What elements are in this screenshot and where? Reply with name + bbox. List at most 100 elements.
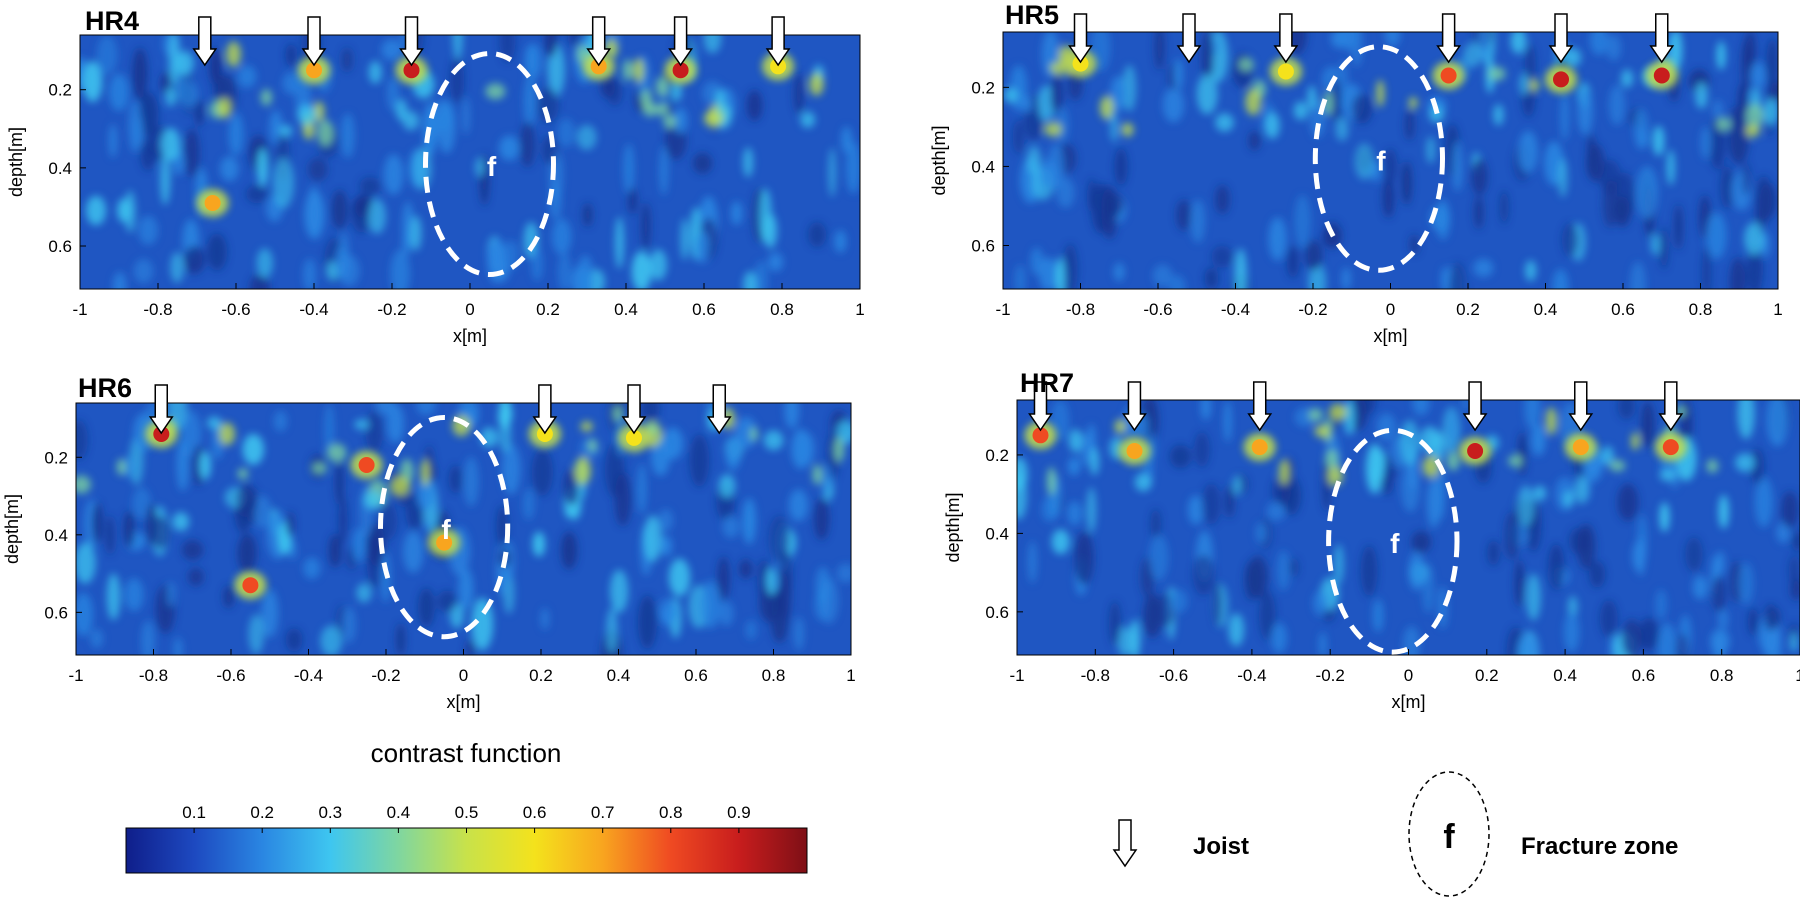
- colorbar-tick-label: 0.1: [182, 803, 206, 822]
- fracture-zone-ellipse: [423, 51, 556, 277]
- joist-arrow-icon: [1568, 381, 1594, 432]
- hotspot: [1553, 71, 1569, 88]
- colorbar-gradient: [125, 827, 808, 874]
- joist-arrow-icon: [1548, 13, 1574, 64]
- joist-arrow-icon: [1176, 13, 1202, 64]
- fracture-zone-ellipse: [1326, 427, 1460, 655]
- x-tick-label: 1: [846, 666, 855, 685]
- x-tick-label: -1: [1009, 666, 1024, 685]
- x-tick-label: 0.4: [1553, 666, 1577, 685]
- x-tick-label: -0.8: [143, 300, 172, 319]
- x-tick-label: -1: [68, 666, 83, 685]
- joist-arrow-icon: [621, 384, 647, 435]
- joist-arrow-icon: [399, 16, 424, 67]
- joist-arrow-icon: [1247, 381, 1273, 432]
- y-axis-label: depth[m]: [2, 494, 22, 564]
- colorbar: contrast function 0.1 0.2 0.3 0.4 0.5 0.6 0.7 0…: [125, 738, 808, 874]
- x-tick-label: -0.2: [371, 666, 400, 685]
- hotspot: [1072, 55, 1089, 72]
- hotspot: [242, 577, 259, 594]
- colorbar-tick-label: 0.2: [250, 803, 274, 822]
- x-tick-label: -0.2: [1316, 666, 1345, 685]
- y-axis-label: depth[m]: [929, 125, 949, 195]
- x-tick-label: -0.4: [1221, 300, 1250, 319]
- x-tick-label: -0.6: [1159, 666, 1188, 685]
- x-axis-label: x[m]: [1374, 326, 1408, 346]
- y-tick-label: 0.4: [971, 157, 995, 176]
- joist-arrow-icon: [706, 384, 732, 435]
- hotspot: [1126, 443, 1143, 459]
- x-tick-label: 0.8: [762, 666, 786, 685]
- x-tick-label: -0.8: [1081, 666, 1110, 685]
- y-tick-label: 0.6: [971, 237, 995, 256]
- hotspot: [1440, 67, 1457, 84]
- colorbar-tick-label: 0.7: [591, 803, 615, 822]
- x-tick-label: 0.8: [770, 300, 794, 319]
- x-tick-label: 1: [855, 300, 864, 319]
- hotspot: [1251, 439, 1268, 456]
- hotspot: [1572, 439, 1589, 456]
- colorbar-tick-label: 0.5: [455, 803, 479, 822]
- joist-arrow-icon: [765, 16, 791, 67]
- y-axis-label: depth[m]: [6, 127, 26, 197]
- x-tick-label: 0.4: [607, 666, 631, 685]
- hotspot: [403, 62, 420, 79]
- hotspot: [626, 429, 642, 446]
- x-tick-label: -0.4: [294, 666, 323, 685]
- x-tick-label: -0.6: [216, 666, 245, 685]
- y-tick-label: 0.4: [44, 526, 68, 545]
- fracture-zone-ellipse: [1312, 44, 1446, 273]
- x-tick-label: 0.2: [1456, 300, 1480, 319]
- panel-hr6: f HR6 -1 -0.8 -0.6 -0.4 -0.2 0 0.2 0.4 0.6 0.8 1 0.2 0…: [2, 373, 856, 712]
- joist-arrow-icon: [1028, 381, 1053, 432]
- x-tick-label: 0.4: [614, 300, 638, 319]
- hotspot: [1032, 427, 1049, 444]
- y-tick-label: 0.4: [985, 524, 1009, 543]
- x-tick-label: 0.8: [1710, 666, 1734, 685]
- panel-title: HR4: [85, 6, 139, 36]
- x-tick-label: 0.6: [692, 300, 716, 319]
- joist-legend-label: Joist: [1193, 833, 1249, 860]
- joist-arrow-icon: [1436, 13, 1462, 64]
- y-axis-label: depth[m]: [943, 492, 963, 562]
- hotspot: [1662, 439, 1679, 456]
- heatmap-texture: [80, 35, 860, 289]
- x-tick-label: 0.6: [684, 666, 708, 685]
- x-tick-label: 0.6: [1611, 300, 1635, 319]
- x-axis-label: x[m]: [447, 692, 481, 712]
- x-tick-label: -1: [72, 300, 87, 319]
- fracture-legend-label: Fracture zone: [1521, 833, 1678, 860]
- hotspot: [358, 457, 375, 473]
- colorbar-tick-label: 0.6: [523, 803, 547, 822]
- y-tick-label: 0.6: [44, 603, 68, 622]
- fracture-legend-ellipse-icon: [1408, 771, 1490, 897]
- x-tick-label: 0.2: [1475, 666, 1499, 685]
- joist-arrow-icon: [668, 16, 694, 67]
- hotspot: [436, 534, 453, 551]
- colorbar-tick-label: 0.3: [318, 803, 342, 822]
- y-tick-label: 0.2: [971, 78, 995, 97]
- x-tick-label: 0: [1404, 666, 1413, 685]
- joist-arrow-icon: [148, 384, 174, 435]
- joist-arrow-icon: [1462, 381, 1488, 432]
- panel-hr5: f HR5 -1 -0.8 -0.6 -0.4 -0.2 0 0.2 0.4 0.6 0.8 1 0.2 0…: [929, 0, 1783, 346]
- y-tick-label: 0.6: [48, 237, 72, 256]
- x-tick-label: 1: [1773, 300, 1782, 319]
- panel-title: HR7: [1020, 368, 1074, 398]
- y-tick-label: 0.2: [44, 448, 68, 467]
- y-tick-label: 0.2: [985, 446, 1009, 465]
- y-tick-label: 0.6: [985, 603, 1009, 622]
- x-tick-label: -0.4: [1237, 666, 1266, 685]
- fracture-zone-label: f: [441, 514, 451, 545]
- x-tick-label: 0.6: [1632, 666, 1656, 685]
- x-tick-label: 0: [459, 666, 468, 685]
- hotspot: [1277, 63, 1294, 80]
- hotspot: [1653, 67, 1670, 84]
- joist-arrow-icon: [586, 16, 612, 67]
- joist-arrow-icon: [532, 384, 558, 435]
- x-tick-label: -0.2: [1298, 300, 1327, 319]
- colorbar-tick-label: 0.8: [659, 803, 683, 822]
- joist-arrow-icon: [1122, 381, 1147, 432]
- panel-hr4: f HR4 -1 -0.8 -0.6 -0.4 -0.2 0 0.2 0.4 0.6 0.8 1 0.2 0…: [6, 6, 865, 346]
